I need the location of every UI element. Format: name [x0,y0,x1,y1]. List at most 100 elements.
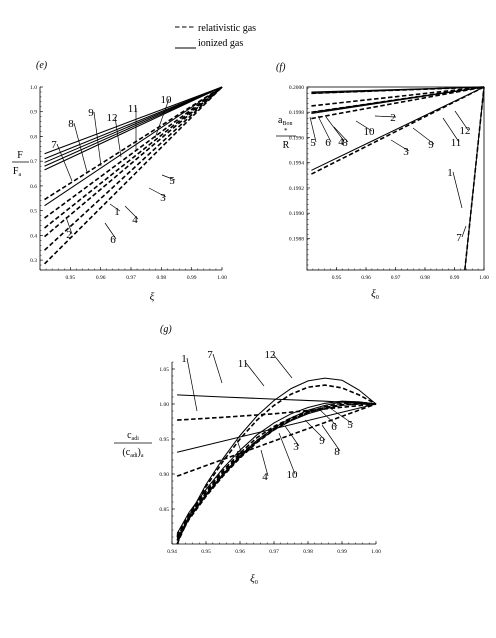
panel-f-series-10-label: 10 [364,126,376,138]
panel-g-series-9-line [176,401,377,539]
panel-g-series-8-leader [321,424,341,452]
panel-g-series-11-leader [245,362,265,387]
panel-g-series-11-line [176,384,377,545]
panel-e-x-tick-label: 0.95 [66,275,76,281]
panel-e-series-9-label: 9 [88,107,94,119]
panel-e-series-1-line [44,86,223,238]
panel-g-series-7-leader [212,353,223,384]
panel-e-ylabel-denominator: Fa [13,166,22,178]
panel-f-series-3-label: 3 [403,146,409,158]
panel-g-series-8-line [176,403,376,541]
panel-f-x-tick-label: 0.99 [450,275,460,281]
panel-e-y-tick-label: 0.9 [30,110,37,116]
panel-g-y-tick-label: 1.00 [159,402,169,408]
panel-f-tag: (f) [276,62,286,73]
panel-f-series-4-label: 4 [338,136,344,148]
panel-g-y-tick-label: 0.95 [159,437,169,443]
panel-g-series-7-label: 7 [207,349,213,361]
panel-g-series-5-line [176,401,377,541]
panel-e-series-4-label: 4 [132,214,138,226]
panel-g-xlabel: ξ0 [250,573,258,586]
panel-e-series-11-line [44,86,223,167]
panel-f-series-7-label: 7 [456,232,462,244]
panel-f-series-5-leader [309,116,317,143]
panel-f-series-11-leader [442,117,460,143]
panel-g-series-1-label: 1 [181,353,187,365]
panel-g-ylabel-denominator: (cadi)a [122,447,143,459]
panel-f-x-tick-label: 1.00 [479,275,489,281]
panel-f-series-7-leader [461,225,467,238]
panel-f-y-tick-label: 0.1994 [289,161,304,167]
panel-e-series-1-leader [109,203,121,212]
panel-f-ylabel-denominator: R [283,140,290,151]
panel-f-series-10-leader [355,120,373,132]
panel-g-series-5-leader [329,407,354,425]
panel-g-y-tick-label: 1.05 [159,367,169,373]
panel-g-series-4-label: 4 [262,471,268,483]
panel-e-series-8-leader [73,122,88,173]
legend: relativistic gas ionized gas [175,23,256,49]
panel-f-series-6-label: 6 [325,137,331,149]
panel-e-series-4-leader [124,205,139,220]
panel-f-ylabel: aBon * R [276,115,296,151]
panel-g-ylabel: cadi (cadi)a [114,430,152,459]
panel-e-series-10-line [44,86,223,171]
panel-f-series-3-line [311,86,485,175]
panel-e-series-6-line [44,86,223,251]
panel-e-y-tick-label: 0.6 [30,184,37,190]
panel-f-series-12-leader [454,110,469,131]
panel-e-y-tick-label: 0.5 [30,209,37,215]
panel-f-y-tick-label: 0.1990 [289,211,304,217]
panel-f-y-tick-label: 0.1996 [289,135,304,141]
panel-g-series-12-leader [272,353,293,379]
panel-e-series-6-leader [104,222,117,240]
panel-g-series-1-leader [186,357,198,412]
panel-g-y-tick-label: 0.90 [159,472,169,478]
panel-f-x-tick-label: 0.98 [420,275,430,281]
panel-e-series-9-leader [93,111,102,167]
panel-e-series-2-leader [65,216,73,235]
panel-f-y-tick-label: 0.1992 [289,186,304,192]
panel-f-series-2-line [311,86,485,120]
panel-e-ylabel: F Fa [12,150,29,178]
panel-e-series-12-label: 12 [107,112,118,124]
panel-f-xlabel: ξ0 [371,288,379,301]
panel-g-series-1-line [177,403,377,421]
panel-e-x-tick-label: 0.96 [96,275,106,281]
panel-f-ylabel-star: * [284,127,288,135]
panel-g-x-tick-label: 0.94 [167,549,177,555]
panel-g-x-tick-label: 0.96 [235,549,245,555]
panel-f-series-8-label: 8 [342,137,348,149]
panel-g-y-tick-label: 0.85 [159,507,169,513]
panel-e-series-10-leader [154,98,170,139]
panel-e-y-tick-label: 0.3 [30,258,37,264]
panel-f-y-tick-label: 0.2000 [289,85,304,91]
panel-f-series-4-leader [325,116,345,142]
panel-f-series-10-line [311,86,485,115]
panel-f-ylabel-numerator: aBon [278,115,292,127]
panel-g-x-tick-label: 1.00 [371,549,381,555]
panel-g-x-tick-label: 0.97 [269,549,279,555]
panel-e-series-3-leader [148,187,167,198]
panel-g-series-2-leader [236,439,243,455]
panel-e-series-3-line [44,86,223,219]
panel-e-series-3-label: 3 [160,192,166,204]
panel-e-x-tick-label: 0.97 [126,275,136,281]
panel-f-x-tick-label: 0.96 [361,275,371,281]
panel-g-series-6-label: 6 [331,421,337,433]
panel-e-series-12-line [44,86,223,207]
panel-g-x-tick-label: 0.95 [201,549,211,555]
panel-f-series-9-line [311,86,485,171]
panel-f-series-12-line [311,86,485,93]
panel-e-series-1-label: 1 [114,206,120,218]
panel-e-series-7-line [44,86,223,155]
panel-e-x-tick-label: 0.98 [157,275,167,281]
panel-g-series-10-label: 10 [287,469,299,481]
panel-e-series-2-label: 2 [66,229,72,241]
panel-e-series-12-leader [114,116,122,158]
panel-g-x-tick-label: 0.98 [303,549,313,555]
panel-g-series-11-label: 11 [238,358,249,370]
panel-f-x-tick-label: 0.97 [391,275,401,281]
panel-g-series-10-line [176,400,377,534]
